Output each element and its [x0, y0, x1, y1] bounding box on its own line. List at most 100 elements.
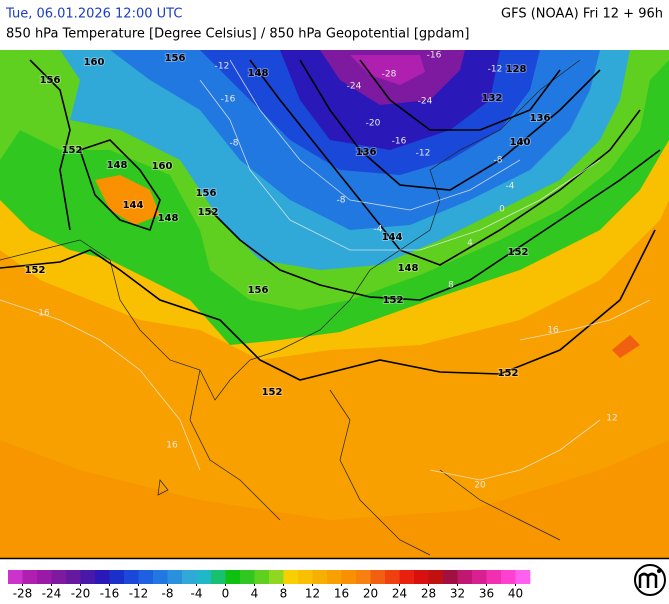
colorbar-segment [109, 570, 125, 584]
temperature-label: 16 [166, 441, 178, 451]
temperature-label: 16 [38, 309, 50, 319]
geopotential-label: 152 [498, 368, 519, 379]
colorbar-segment [370, 570, 386, 584]
colorbar-tick-label: 0 [222, 587, 230, 601]
colorbar-segment [443, 570, 458, 584]
map: 1521481441481521561481521441401361321281… [0, 50, 669, 558]
valid-time: Tue, 06.01.2026 12:00 UTC [5, 7, 182, 22]
colorbar-tick-label: -4 [191, 587, 203, 601]
colorbar-segment [341, 570, 357, 584]
geopotential-label: 148 [107, 160, 128, 171]
colorbar-segment [80, 570, 96, 584]
temperature-label: -20 [366, 119, 381, 129]
geopotential-label: 152 [25, 265, 46, 276]
colorbar-segment [472, 570, 487, 584]
temperature-label: -4 [374, 225, 383, 235]
colorbar-segment [254, 570, 270, 584]
colorbar-segment [298, 570, 313, 584]
colorbar-tick-label: 20 [363, 587, 378, 601]
field-hot-spot [612, 335, 640, 358]
colorbar-tick-label: 12 [305, 587, 320, 601]
colorbar-segment [356, 570, 371, 584]
temperature-label: -12 [416, 149, 431, 159]
colorbar-tick-label: 32 [450, 587, 465, 601]
colorbar-segment [8, 570, 23, 584]
geopotential-label: 148 [248, 68, 269, 79]
geopotential-label: 148 [398, 263, 419, 274]
geopotential-label: 156 [165, 53, 186, 64]
logo [634, 564, 666, 596]
geopotential-label: 156 [248, 285, 269, 296]
geopotential-label: 136 [356, 147, 377, 158]
colorbar-tick-label: 24 [392, 587, 407, 601]
temperature-label: -28 [382, 70, 397, 80]
temperature-label: 20 [474, 481, 486, 491]
temperature-label: -12 [215, 62, 230, 72]
temperature-label: -24 [418, 97, 433, 107]
model-run: GFS (NOAA) Fri 12 + 96h [501, 7, 663, 22]
colorbar-segment [51, 570, 67, 584]
colorbar-segment [414, 570, 429, 584]
colorbar-segment [225, 570, 241, 584]
colorbar-segment [515, 570, 531, 584]
colorbar-tick-label: 40 [508, 587, 523, 601]
colorbar-segment [457, 570, 473, 584]
subtitle: 850 hPa Temperature [Degree Celsius] / 8… [6, 27, 469, 42]
colorbar-tick-label: 28 [421, 587, 436, 601]
colorbar-tick-label: 36 [479, 587, 494, 601]
colorbar-segment [138, 570, 154, 584]
geopotential-label: 152 [198, 207, 219, 218]
colorbar-segment [196, 570, 212, 584]
colorbar-segment [37, 570, 52, 584]
colorbar-tick-label: 16 [334, 587, 349, 601]
geopotential-label: 156 [40, 75, 61, 86]
geopotential-label: 128 [506, 64, 527, 75]
colorbar-segment [124, 570, 139, 584]
temperature-label: -8 [494, 156, 503, 166]
colorbar-segment [501, 570, 516, 584]
colorbar-tick-label: 4 [251, 587, 259, 601]
temperature-label: -12 [488, 65, 503, 75]
colorbar-segment [269, 570, 284, 584]
colorbar-tick-label: -28 [13, 587, 33, 601]
contour-labels: 1521481441481521561481521441401361321281… [24, 51, 618, 491]
geopotential-label: 148 [158, 213, 179, 224]
colorbar-tick-label: -20 [71, 587, 91, 601]
coastlines [0, 59, 581, 556]
colorbar-tick-label: -16 [100, 587, 120, 601]
temperature-label: 0 [499, 205, 505, 215]
colorbar-tick-label: 8 [280, 587, 288, 601]
geopotential-label: 152 [62, 145, 83, 156]
colorbar-segment [240, 570, 255, 584]
colorbar-tick-label: -24 [42, 587, 62, 601]
colorbar-tick-label: -8 [162, 587, 174, 601]
geopotential-label: 160 [152, 161, 173, 172]
colorbar-tick-label: -12 [129, 587, 149, 601]
colorbar-segment [399, 570, 415, 584]
temperature-label: 12 [606, 414, 617, 424]
temperature-label: -8 [230, 139, 239, 149]
colorbar-segment [428, 570, 444, 584]
colorbar-segment [283, 570, 299, 584]
temperature-label: 8 [448, 281, 454, 291]
field-tibet-warm [95, 175, 160, 225]
temperature-label: -4 [506, 182, 515, 192]
colorbar-segment [153, 570, 168, 584]
geopotential-label: 152 [383, 295, 404, 306]
colorbar-segment [385, 570, 400, 584]
field-south-warm [0, 440, 669, 558]
colorbar-segment [66, 570, 81, 584]
geopotential-label: 156 [196, 188, 217, 199]
geopotential-label: 152 [262, 387, 283, 398]
colorbar-segment [95, 570, 110, 584]
colorbar-segment [167, 570, 183, 584]
colorbar: -28 -24 -20 -16 -12 -8 -4 0 4 8 12 16 20 24 28 32 36 40 [8, 570, 531, 601]
temperature-label: -8 [337, 196, 346, 206]
geopotential-label: 152 [508, 247, 529, 258]
geopotential-label: 132 [482, 93, 503, 104]
field-magenta [350, 55, 425, 85]
geopotential-label: 160 [84, 57, 105, 68]
geopotential-label: 136 [530, 113, 551, 124]
temperature-label: -16 [427, 51, 442, 61]
